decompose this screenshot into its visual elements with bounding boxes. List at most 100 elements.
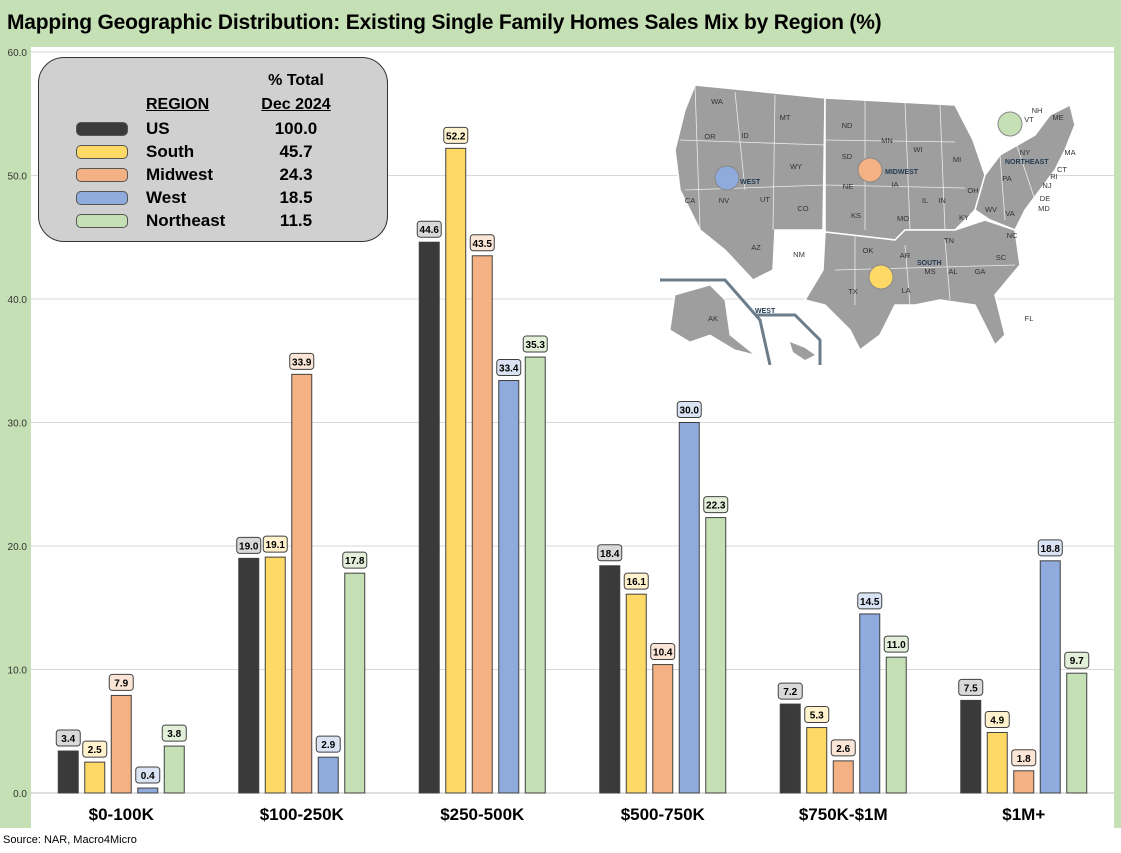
map-state-label: CA bbox=[685, 196, 695, 205]
data-label-box bbox=[984, 710, 1010, 728]
data-label: 5.3 bbox=[810, 711, 824, 722]
legend-item-west: West 18.5 bbox=[39, 188, 389, 210]
bar bbox=[779, 703, 801, 794]
data-label-box bbox=[443, 126, 469, 144]
map-state-label: VT bbox=[1024, 115, 1034, 124]
map-state-label: WI bbox=[913, 145, 922, 154]
map-state-label: LA bbox=[901, 286, 910, 295]
map-state-label: CO bbox=[797, 204, 808, 213]
map-state-label: IN bbox=[938, 196, 946, 205]
x-tick-label: $0-100K bbox=[89, 805, 155, 824]
map-state-label: SD bbox=[842, 152, 853, 161]
map-state-label: AL bbox=[948, 267, 957, 276]
data-label-box bbox=[958, 678, 984, 696]
data-label-box bbox=[777, 682, 803, 700]
map-state-label: NH bbox=[1032, 106, 1043, 115]
legend-swatch bbox=[76, 168, 128, 182]
bar bbox=[1039, 560, 1061, 794]
legend-label: Midwest bbox=[146, 165, 214, 184]
bar bbox=[1066, 672, 1088, 794]
map-state-label: TN bbox=[944, 236, 954, 245]
legend-value: 18.5 bbox=[279, 188, 313, 207]
map-region-northeast bbox=[974, 103, 1076, 231]
bar bbox=[652, 664, 674, 794]
map-state-label: NC bbox=[1007, 231, 1018, 240]
bar bbox=[84, 761, 106, 794]
us-region-map: WA OR ID MT WY CA NV UT CO AZ NM ND SD N… bbox=[655, 80, 1080, 370]
map-state-label: IL bbox=[922, 196, 928, 205]
bar bbox=[498, 380, 520, 794]
bar bbox=[471, 255, 493, 794]
map-state-label: SC bbox=[996, 253, 1007, 262]
us-map-svg: WA OR ID MT WY CA NV UT CO AZ NM ND SD N… bbox=[660, 84, 1076, 366]
map-state-label: KS bbox=[851, 211, 861, 220]
data-label: 19.1 bbox=[266, 540, 286, 551]
legend-item-south: South 45.7 bbox=[39, 142, 389, 164]
map-region-label: WEST bbox=[740, 179, 761, 186]
data-label: 18.4 bbox=[600, 549, 620, 560]
legend-item-midwest: Midwest 24.3 bbox=[39, 165, 389, 187]
data-label: 30.0 bbox=[680, 406, 700, 417]
map-state-label: MA bbox=[1064, 148, 1075, 157]
map-state-label: ID bbox=[741, 131, 749, 140]
data-label-box bbox=[82, 740, 108, 758]
map-state-label: TX bbox=[848, 287, 858, 296]
data-label-box bbox=[703, 496, 729, 514]
data-label: 17.8 bbox=[345, 556, 365, 567]
legend-swatch bbox=[76, 191, 128, 205]
data-label-box bbox=[597, 544, 623, 562]
bar bbox=[445, 147, 467, 794]
x-tick-label: $750K-$1M bbox=[799, 805, 888, 824]
data-label: 3.4 bbox=[61, 734, 75, 745]
bar bbox=[832, 760, 854, 794]
data-label: 9.7 bbox=[1070, 656, 1084, 667]
legend-value: 11.5 bbox=[279, 211, 313, 230]
bar bbox=[264, 556, 286, 794]
map-state-label: KY bbox=[959, 213, 969, 222]
y-tick-label: 20.0 bbox=[8, 542, 28, 553]
map-state-label: MS bbox=[924, 267, 935, 276]
bar bbox=[599, 565, 621, 794]
data-label-box bbox=[650, 643, 676, 661]
map-region-labels: WEST MIDWEST NORTHEAST SOUTH WEST bbox=[740, 159, 1049, 315]
data-label: 22.3 bbox=[706, 501, 726, 512]
data-label: 14.5 bbox=[860, 597, 880, 608]
data-label-layer: 3.4 2.5 7.9 0.4 3.8 19.0 19.1 33.9 2.9 17.8 44.6 52… bbox=[55, 126, 1090, 784]
map-state-label: WY bbox=[790, 162, 802, 171]
map-state-label: PA bbox=[1002, 174, 1011, 183]
data-label-box bbox=[676, 401, 702, 418]
bar bbox=[885, 656, 907, 794]
y-tick-label: 10.0 bbox=[8, 666, 28, 677]
map-region-label: SOUTH bbox=[917, 260, 942, 267]
legend-value: 45.7 bbox=[279, 142, 313, 161]
data-label-box bbox=[804, 706, 830, 724]
map-state-label: AK bbox=[708, 314, 718, 323]
data-label: 7.9 bbox=[114, 678, 128, 689]
y-tick-label: 0.0 bbox=[13, 789, 27, 800]
map-state-label: NY bbox=[1020, 148, 1030, 157]
data-label: 7.2 bbox=[783, 687, 797, 698]
map-state-label: MI bbox=[953, 155, 961, 164]
data-label: 35.3 bbox=[526, 340, 546, 351]
y-tick-label: 60.0 bbox=[8, 48, 28, 59]
legend-label: US bbox=[146, 119, 170, 138]
map-alaska bbox=[669, 284, 756, 356]
data-label-box bbox=[469, 234, 495, 252]
data-label: 2.6 bbox=[836, 744, 850, 755]
data-label: 2.5 bbox=[88, 745, 102, 756]
x-tick-label: $500-750K bbox=[621, 805, 706, 824]
bar bbox=[418, 241, 440, 794]
map-state-label: WA bbox=[711, 97, 723, 106]
map-state-label: DE bbox=[1040, 194, 1050, 203]
map-state-label: CT bbox=[1057, 165, 1067, 174]
data-label-box bbox=[1011, 749, 1037, 767]
map-state-label: NM bbox=[793, 250, 805, 259]
legend-label: South bbox=[146, 142, 195, 161]
data-label: 44.6 bbox=[420, 225, 440, 236]
map-state-label: NV bbox=[719, 196, 729, 205]
map-state-label: OH bbox=[967, 186, 978, 195]
x-tick-label: $100-250K bbox=[260, 805, 345, 824]
data-label: 33.9 bbox=[292, 357, 312, 368]
map-state-label: AZ bbox=[751, 243, 761, 252]
map-state-labels: WA OR ID MT WY CA NV UT CO AZ NM ND SD N… bbox=[685, 97, 1076, 323]
